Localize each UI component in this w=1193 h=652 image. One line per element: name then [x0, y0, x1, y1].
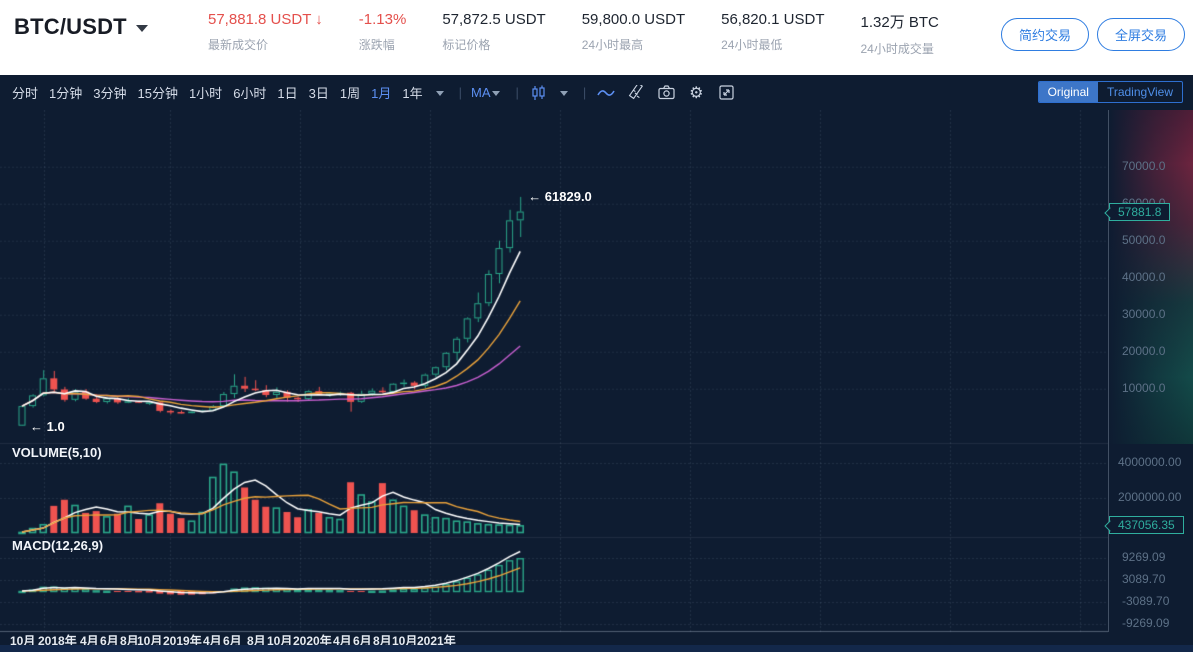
header-stats: 57,881.8 USDT ↓ 最新成交价 -1.13% 涨跌幅 57,872.5 US…: [208, 11, 975, 57]
candle-style-dropdown-icon[interactable]: [559, 91, 568, 96]
stat-value: 59,800.0 USDT: [581, 11, 686, 28]
symbol-selector[interactable]: BTC/USDT: [14, 14, 148, 40]
date-axis-tick: 10月: [392, 634, 418, 648]
macd-axis-tick: 9269.09: [1122, 550, 1166, 564]
date-axis-tick: 4月: [333, 634, 352, 648]
date-axis-tick: 8月: [373, 634, 392, 648]
line-overlay-icon[interactable]: [595, 82, 617, 104]
timeframe-1小时[interactable]: 1小时: [188, 86, 223, 101]
stat-label: 标记价格: [442, 38, 491, 52]
price-axis-tick: 20000.0: [1122, 343, 1166, 358]
high-price-annotation: ← 61829.0: [528, 188, 592, 204]
settings-gear-icon[interactable]: ⚙: [689, 84, 704, 102]
price-axis-tick: 30000.0: [1122, 306, 1166, 321]
header-stat-3: 59,800.0 USDT 24小时最高: [582, 11, 685, 57]
header-buttons: 简约交易 全屏交易: [993, 18, 1185, 51]
candle-style-icon[interactable]: [528, 82, 550, 104]
more-periods-dropdown-icon[interactable]: [435, 91, 444, 96]
stat-label: 24小时最高: [581, 38, 644, 52]
price-axis-gradient: [1109, 110, 1193, 444]
date-axis-tick: 10月: [137, 634, 163, 648]
date-axis-tick: 2020年: [293, 634, 332, 648]
timeframe-1年[interactable]: 1年: [402, 86, 423, 101]
volume-axis-tick: 4000000.00: [1118, 455, 1182, 469]
date-axis-tick: 4月: [80, 634, 99, 648]
date-axis-tick: 6月: [353, 634, 372, 648]
header-stat-4: 56,820.1 USDT 24小时最低: [721, 11, 824, 57]
symbol-title: BTC/USDT: [14, 14, 127, 39]
header: BTC/USDT 57,881.8 USDT ↓ 最新成交价 -1.13% 涨跌幅 57…: [0, 0, 1193, 75]
last-volume-tag: 437056.35: [1109, 516, 1184, 535]
volume-axis-tick: 2000000.00: [1118, 490, 1182, 504]
macd-axis-tick: -3089.70: [1122, 593, 1170, 608]
price-axis-tick: 40000.0: [1122, 269, 1166, 284]
date-axis-tick: 8月: [120, 634, 139, 648]
date-axis-tick: 10月: [10, 634, 36, 648]
fullscreen-chart-icon[interactable]: [715, 82, 737, 104]
stat-label: 24小时成交量: [860, 42, 934, 56]
timeframe-3分钟[interactable]: 3分钟: [93, 86, 127, 101]
price-axis-tick: 70000.0: [1122, 158, 1166, 173]
bottom-strip: [0, 645, 1193, 652]
chart-panel: 分时 1分钟 3分钟 15分钟 1小时 6小时 1日 3日 1周 1月 1年 | MA | |: [0, 75, 1193, 652]
toggle-tradingview[interactable]: TradingView: [1106, 85, 1173, 99]
stat-value: 1.32万 BTC: [860, 14, 939, 31]
timeframe-3日[interactable]: 3日: [308, 86, 329, 101]
stat-value: 56,820.1 USDT: [721, 11, 825, 28]
price-axis-tick: 50000.0: [1122, 232, 1166, 247]
header-stat-5: 1.32万 BTC 24小时成交量: [861, 11, 939, 57]
header-stat-2: 57,872.5 USDT 标记价格: [442, 11, 545, 57]
drawing-tools-icon[interactable]: [625, 82, 647, 104]
low-price-annotation: ← 1.0: [30, 418, 65, 434]
stat-value: -1.13%: [358, 11, 407, 28]
date-axis-tick: 2019年: [163, 634, 202, 648]
date-axis-tick: 6月: [223, 634, 242, 648]
stat-value: 57,872.5 USDT: [442, 11, 546, 28]
price-chart-canvas[interactable]: [0, 110, 1108, 652]
macd-axis-tick: 3089.70: [1122, 572, 1166, 586]
chart-engine-toggle: Original TradingView: [1037, 81, 1183, 103]
last-price-tag: 57881.8: [1109, 202, 1171, 221]
stat-value: 57,881.8 USDT ↓: [208, 11, 323, 28]
date-axis-tick: 6月: [100, 634, 119, 648]
chart-toolbar: 分时 1分钟 3分钟 15分钟 1小时 6小时 1日 3日 1周 1月 1年 | MA | |: [0, 75, 1193, 110]
date-axis-tick: 2018年: [38, 634, 77, 648]
timeframe-分时[interactable]: 分时: [12, 86, 39, 101]
camera-icon[interactable]: [655, 82, 677, 104]
volume-pane-label: VOLUME(5,10): [12, 445, 102, 460]
header-stat-0: 57,881.8 USDT ↓ 最新成交价: [208, 11, 323, 57]
ma-dropdown-icon[interactable]: [492, 91, 501, 96]
price-axis-tick: 10000.0: [1122, 380, 1166, 395]
macd-pane-label: MACD(12,26,9): [12, 538, 104, 553]
date-axis-tick: 4月: [203, 634, 222, 648]
timeframe-group: 分时 1分钟 3分钟 15分钟 1小时 6小时 1日 3日 1周 1月 1年: [12, 83, 434, 102]
timeframe-1周[interactable]: 1周: [339, 86, 361, 101]
header-stat-1: -1.13% 涨跌幅: [359, 11, 407, 57]
simple-trade-button[interactable]: 简约交易: [1000, 18, 1089, 51]
timeframe-1月[interactable]: 1月: [371, 86, 392, 101]
timeframe-1分钟[interactable]: 1分钟: [49, 86, 83, 101]
ma-indicator-button[interactable]: MA: [470, 85, 491, 100]
stat-label: 涨跌幅: [358, 38, 395, 52]
timeframe-15分钟[interactable]: 15分钟: [137, 86, 178, 101]
date-axis-tick: 2021年: [417, 634, 456, 648]
chevron-down-icon: [135, 25, 148, 32]
toggle-original[interactable]: Original: [1038, 82, 1098, 102]
price-axis-line: [1108, 110, 1109, 632]
fullscreen-trade-button[interactable]: 全屏交易: [1096, 18, 1185, 51]
date-axis-tick: 8月: [247, 634, 266, 648]
stat-label: 24小时最低: [721, 38, 783, 52]
stat-label: 最新成交价: [208, 38, 269, 52]
timeframe-6小时[interactable]: 6小时: [233, 86, 267, 101]
date-axis-tick: 10月: [267, 634, 293, 648]
macd-axis-tick: -9269.09: [1122, 615, 1170, 630]
timeframe-1日[interactable]: 1日: [277, 86, 298, 101]
